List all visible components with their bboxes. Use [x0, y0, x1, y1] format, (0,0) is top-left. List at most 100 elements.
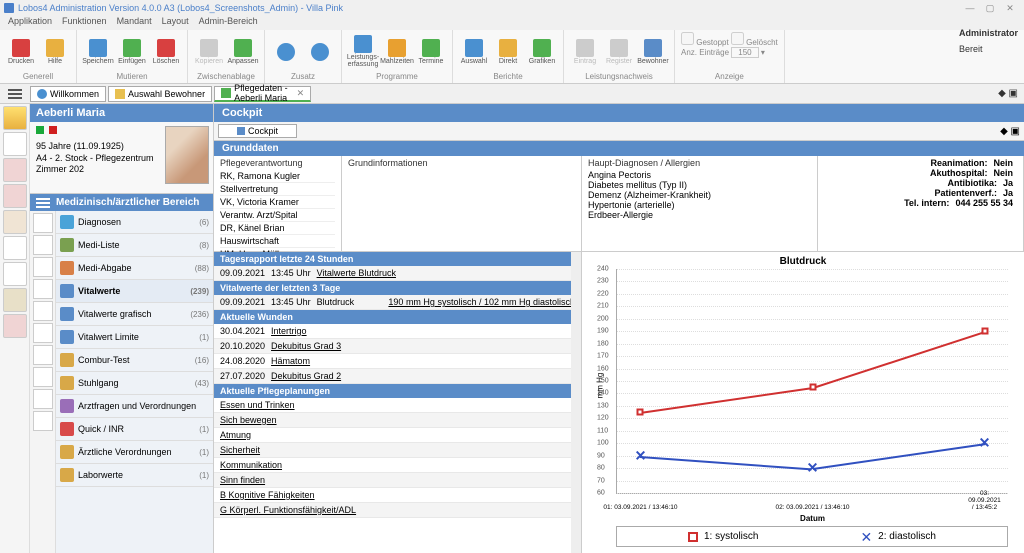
list-row[interactable]: Atmung	[214, 428, 581, 443]
list-row[interactable]: B Kognitive Fähigkeiten	[214, 488, 581, 503]
menu-applikation[interactable]: Applikation	[8, 16, 52, 30]
nav-item[interactable]: Quick / INR(1)	[56, 418, 213, 441]
group-anzeige: Anzeige	[681, 71, 778, 81]
rail-hands-icon[interactable]	[3, 210, 27, 234]
chart-title: Blutdruck	[590, 256, 1016, 267]
btn-loeschen[interactable]: Löschen	[151, 32, 181, 71]
btn-undo[interactable]	[271, 32, 301, 71]
minimize-button[interactable]: —	[960, 3, 980, 13]
btn-direkt[interactable]: Direkt	[493, 32, 523, 71]
grunddaten-header: Grunddaten	[214, 141, 1024, 156]
app-icon	[4, 3, 14, 13]
btn-auswahl[interactable]: Auswahl	[459, 32, 489, 71]
list-row[interactable]: Sicherheit	[214, 443, 581, 458]
nav-item[interactable]: Medi-Abgabe(88)	[56, 257, 213, 280]
btn-grafiken[interactable]: Grafiken	[527, 32, 557, 71]
chart-xlabel: Datum	[800, 514, 825, 523]
patient-info: 95 Jahre (11.09.1925) A4 - 2. Stock - Pf…	[30, 122, 213, 194]
rail-building-icon[interactable]	[3, 184, 27, 208]
sec-vitalwerte3: Vitalwerte der letzten 3 Tage	[214, 281, 581, 295]
view-icons[interactable]: ◆ ▣	[992, 88, 1024, 99]
workspace-tabs: Willkommen Auswahl Bewohner Pflegedaten …	[0, 84, 1024, 104]
rail-star-icon[interactable]	[3, 106, 27, 130]
menu-admin[interactable]: Admin-Bereich	[199, 16, 258, 30]
list-row[interactable]: 09.09.202113:45 UhrVitalwerte Blutdruck	[214, 266, 581, 281]
list-row[interactable]: Kommunikation	[214, 458, 581, 473]
sec-wunden: Aktuelle Wunden	[214, 310, 581, 324]
list-row[interactable]: 20.10.2020Dekubitus Grad 3	[214, 339, 581, 354]
rail-person-icon[interactable]	[3, 132, 27, 156]
list-row[interactable]: 24.08.2020Hämatom	[214, 354, 581, 369]
nav-item[interactable]: Medi-Liste(8)	[56, 234, 213, 257]
list-row[interactable]: G Körperl. Funktionsfähigkeit/ADL	[214, 503, 581, 518]
btn-einfuegen[interactable]: Einfügen	[117, 32, 147, 71]
list-row[interactable]: Essen und Trinken	[214, 398, 581, 413]
grunddaten-row: PflegeverantwortungRK, Ramona KuglerStel…	[214, 156, 1024, 252]
list-row[interactable]: 27.07.2020Dekubitus Grad 2	[214, 369, 581, 384]
btn-kopieren: Kopieren	[194, 32, 224, 71]
scrollbar[interactable]	[571, 252, 581, 553]
module-rail	[0, 104, 30, 553]
menu-layout[interactable]: Layout	[162, 16, 189, 30]
nav-item[interactable]: Laborwerte(1)	[56, 464, 213, 487]
nav-item[interactable]: Vitalwert Limite(1)	[56, 326, 213, 349]
maximize-button[interactable]: ▢	[980, 3, 1000, 14]
list-row[interactable]: Sinn finden	[214, 473, 581, 488]
rail-cart-icon[interactable]	[3, 262, 27, 286]
btn-mahlzeiten[interactable]: Mahlzeiten	[382, 32, 412, 71]
btn-speichern[interactable]: Speichern	[83, 32, 113, 71]
btn-hilfe[interactable]: Hilfe	[40, 32, 70, 71]
tab-auswahl-bewohner[interactable]: Auswahl Bewohner	[108, 86, 212, 102]
menu-bar: Applikation Funktionen Mandant Layout Ad…	[0, 16, 1024, 30]
rail-calendar-icon[interactable]	[3, 236, 27, 260]
rail-folder-icon[interactable]	[3, 288, 27, 312]
nav-item[interactable]: Vitalwerte(239)	[56, 280, 213, 303]
detail-list: Tagesrapport letzte 24 Stunden 09.09.202…	[214, 252, 582, 553]
list-row[interactable]: Sich bewegen	[214, 413, 581, 428]
nav-item[interactable]: Vitalwerte grafisch(236)	[56, 303, 213, 326]
sec-pflegeplan: Aktuelle Pflegeplanungen	[214, 384, 581, 398]
nav-item[interactable]: Stuhlgang(43)	[56, 372, 213, 395]
list-row[interactable]: 09.09.202113:45 UhrBlutdruck190 mm Hg sy…	[214, 295, 581, 310]
title-bar: Lobos4 Administration Version 4.0.0 A3 (…	[0, 0, 1024, 16]
group-leistungsnachweis: Leistungsnachweis	[570, 71, 668, 81]
btn-anpassen[interactable]: Anpassen	[228, 32, 258, 71]
sec-tagesrapport: Tagesrapport letzte 24 Stunden	[214, 252, 581, 266]
btn-eintrag: Eintrag	[570, 32, 600, 71]
nav-item[interactable]: Diagnosen(6)	[56, 211, 213, 234]
hamburger-button[interactable]	[4, 85, 26, 103]
col-pflegeverantwortung: Pflegeverantwortung	[220, 158, 335, 168]
cockpit-view-icons[interactable]: ◆ ▣	[1000, 126, 1020, 137]
btn-bewohner[interactable]: Bewohner	[638, 32, 668, 71]
legend-marker-square	[688, 532, 698, 542]
tab-close-icon[interactable]: ✕	[297, 88, 305, 99]
menu-funktionen[interactable]: Funktionen	[62, 16, 107, 30]
close-button[interactable]: ✕	[1000, 3, 1020, 14]
status-square-2	[49, 126, 57, 134]
btn-leistungserfassung[interactable]: Leistungs- erfassung	[348, 32, 378, 71]
group-programme: Programme	[348, 71, 446, 81]
chk-geloescht[interactable]	[731, 32, 744, 45]
mini-icon[interactable]	[33, 213, 53, 233]
ribbon: Drucken Hilfe Generell Speichern Einfüge…	[0, 30, 1024, 84]
tab-pflegedaten[interactable]: Pflegedaten -Aeberli Maria✕	[214, 86, 311, 102]
cockpit-header: Cockpit	[214, 104, 1024, 122]
btn-termine[interactable]: Termine	[416, 32, 446, 71]
nav-item[interactable]: Combur-Test(16)	[56, 349, 213, 372]
btn-drucken[interactable]: Drucken	[6, 32, 36, 71]
patient-photo	[165, 126, 209, 184]
legend-marker-x: ✕	[860, 532, 872, 542]
tab-willkommen[interactable]: Willkommen	[30, 86, 106, 102]
chart-legend: 1: systolisch ✕2: diastolisch	[616, 526, 1008, 547]
nav-item[interactable]: Arztfragen und Verordnungen	[56, 395, 213, 418]
rail-mail-icon[interactable]	[3, 314, 27, 338]
nav-hamburger-icon[interactable]	[36, 198, 50, 208]
cockpit-tab[interactable]: Cockpit	[218, 124, 297, 138]
list-row[interactable]: 30.04.2021Intertrigo	[214, 324, 581, 339]
nav-item[interactable]: Ärztliche Verordnungen(1)	[56, 441, 213, 464]
btn-redo[interactable]	[305, 32, 335, 71]
menu-mandant[interactable]: Mandant	[117, 16, 152, 30]
rail-home-icon[interactable]	[3, 158, 27, 182]
chk-gestoppt[interactable]	[681, 32, 694, 45]
chart-area: Blutdruck mm Hg Datum 607080901001101201…	[582, 252, 1024, 553]
